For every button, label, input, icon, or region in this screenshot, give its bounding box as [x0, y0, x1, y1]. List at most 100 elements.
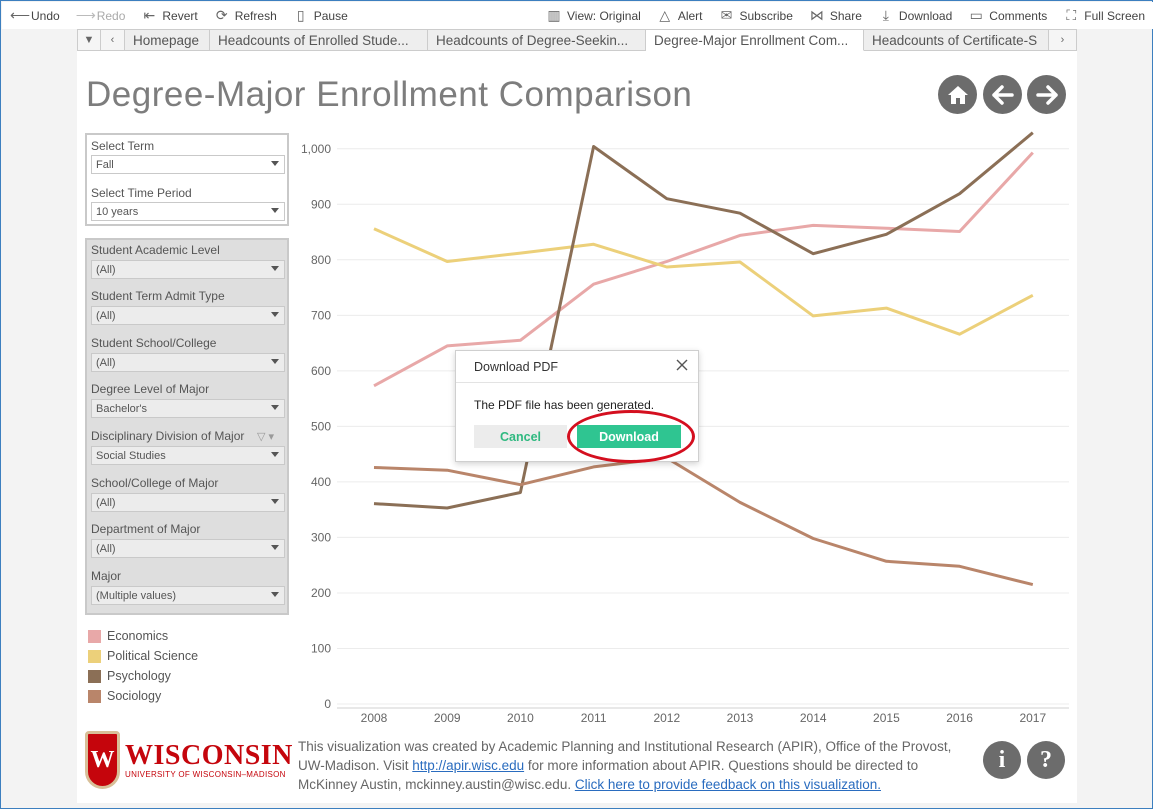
forward-button[interactable]: [1027, 75, 1066, 114]
tab-homepage[interactable]: Homepage: [125, 29, 210, 51]
pause-button[interactable]: ▯ Pause: [285, 2, 356, 29]
y-tick-label: 500: [311, 419, 331, 433]
series-line-economics: [373, 151, 1034, 388]
dropdown-arrow-icon: [271, 266, 279, 271]
subscribe-button[interactable]: ✉ Subscribe: [711, 2, 801, 29]
x-tick-label: 2017: [1019, 711, 1046, 725]
legend-item[interactable]: Economics: [88, 626, 198, 646]
dropdown-arrow-icon: [271, 545, 279, 550]
comment-icon: ▭: [969, 7, 983, 23]
dialog-message: The PDF file has been generated.: [474, 398, 655, 412]
close-icon[interactable]: [674, 357, 690, 373]
dropdown-arrow-icon: [271, 499, 279, 504]
y-tick-label: 900: [311, 197, 331, 211]
admit-type-select[interactable]: (All): [91, 306, 285, 325]
info-button[interactable]: i: [983, 741, 1021, 779]
legend-item[interactable]: Political Science: [88, 646, 198, 666]
view-original-button[interactable]: ▥ View: Original: [547, 7, 641, 23]
y-tick-label: 100: [311, 641, 331, 655]
y-tick-label: 400: [311, 475, 331, 489]
cancel-button[interactable]: Cancel: [474, 425, 567, 448]
series-line-sociology: [373, 456, 1034, 587]
home-icon: [947, 85, 968, 104]
x-tick-label: 2012: [653, 711, 680, 725]
filters-panel: Student Academic Level (All) Student Ter…: [85, 238, 289, 615]
feedback-link[interactable]: Click here to provide feedback on this v…: [574, 777, 881, 792]
series-line-psychology: [373, 131, 1034, 510]
filter-funnel-icon[interactable]: ▽ ▾: [257, 431, 275, 443]
help-icon: ?: [1040, 746, 1052, 773]
chart-legend: Economics Political Science Psychology S…: [88, 626, 198, 706]
fullscreen-icon: ⛶: [1066, 7, 1077, 23]
dropdown-arrow-icon: [271, 359, 279, 364]
legend-item[interactable]: Psychology: [88, 666, 198, 686]
refresh-button[interactable]: ⟳ Refresh: [206, 2, 285, 29]
filter-label: Student Academic Level: [91, 243, 220, 257]
dropdown-arrow-icon: [271, 452, 279, 457]
revert-button[interactable]: ⇤ Revert: [133, 2, 205, 29]
mail-icon: ✉: [720, 7, 733, 23]
share-icon: ⋈: [809, 7, 824, 23]
y-tick-label: 300: [311, 530, 331, 544]
highlight-annotation-circle: [567, 410, 695, 463]
major-select[interactable]: (Multiple values): [91, 586, 285, 605]
download-button[interactable]: ⤓ Download: [870, 2, 960, 29]
filter-label: Student School/College: [91, 336, 217, 350]
redo-icon: ⟶: [75, 7, 96, 23]
x-tick-label: 2011: [581, 711, 607, 725]
x-tick-label: 2009: [434, 711, 461, 725]
page-title: Degree-Major Enrollment Comparison: [86, 75, 693, 114]
refresh-icon: ⟳: [215, 7, 228, 23]
home-button[interactable]: [938, 75, 977, 114]
x-tick-label: 2016: [946, 711, 973, 725]
redo-button[interactable]: ⟶ Redo: [75, 7, 126, 23]
major-school-select[interactable]: (All): [91, 493, 285, 512]
apir-link[interactable]: http://apir.wisc.edu: [412, 758, 525, 773]
alert-button[interactable]: △ Alert: [649, 2, 711, 29]
tabs-prev-button[interactable]: ‹: [101, 29, 125, 51]
chevron-left-icon: ‹: [110, 34, 115, 46]
academic-level-select[interactable]: (All): [91, 260, 285, 279]
uw-logo: W WISCONSIN UNIVERSITY OF WISCONSIN–MADI…: [85, 731, 293, 789]
department-select[interactable]: (All): [91, 539, 285, 558]
tab-enrolled-students[interactable]: Headcounts of Enrolled Stude...: [210, 29, 428, 51]
dropdown-arrow-icon: [271, 208, 279, 213]
fullscreen-button[interactable]: ⛶ Full Screen: [1055, 2, 1153, 29]
pause-icon: ▯: [296, 7, 305, 23]
help-button[interactable]: ?: [1027, 741, 1065, 779]
tabs-menu-button[interactable]: ▼: [77, 29, 101, 51]
filter-label: School/College of Major: [91, 476, 219, 490]
tabs-next-button[interactable]: ›: [1049, 29, 1077, 51]
student-school-select[interactable]: (All): [91, 353, 285, 372]
comments-button[interactable]: ▭ Comments: [969, 7, 1048, 23]
tab-certificate[interactable]: Headcounts of Certificate-S: [864, 29, 1049, 51]
dropdown-arrow-icon: [271, 405, 279, 410]
tab-degree-major-comparison[interactable]: Degree-Major Enrollment Com...: [646, 29, 864, 51]
x-tick-label: 2010: [507, 711, 534, 725]
arrow-right-icon: [1035, 84, 1058, 105]
undo-icon: ⟵: [10, 7, 31, 23]
share-button[interactable]: ⋈ Share: [809, 7, 862, 23]
y-tick-label: 700: [311, 308, 331, 322]
dropdown-arrow-icon: [271, 592, 279, 597]
sheet-tabs: ▼ ‹ Homepage Headcounts of Enrolled Stud…: [77, 29, 1077, 51]
uw-crest-logo: W: [85, 731, 120, 789]
info-icon: i: [998, 746, 1006, 773]
back-button[interactable]: [983, 75, 1022, 114]
bar-chart-icon: ▥: [547, 7, 561, 23]
x-tick-label: 2013: [727, 711, 754, 725]
degree-level-select[interactable]: Bachelor's: [91, 399, 285, 418]
filter-label: Department of Major: [91, 522, 201, 536]
logo-subtitle: UNIVERSITY OF WISCONSIN–MADISON: [125, 769, 286, 779]
time-period-select[interactable]: 10 years: [91, 202, 285, 221]
y-tick-label: 1,000: [301, 142, 331, 156]
disciplinary-division-select[interactable]: Social Studies: [91, 446, 285, 465]
legend-item[interactable]: Sociology: [88, 686, 198, 706]
arrow-left-icon: [991, 84, 1014, 105]
undo-button[interactable]: ⟵ Undo: [10, 7, 60, 23]
tab-degree-seeking[interactable]: Headcounts of Degree-Seekin...: [428, 29, 646, 51]
term-select[interactable]: Fall: [91, 155, 285, 174]
logo-wordmark: WISCONSIN: [125, 739, 293, 771]
x-tick-label: 2015: [873, 711, 900, 725]
